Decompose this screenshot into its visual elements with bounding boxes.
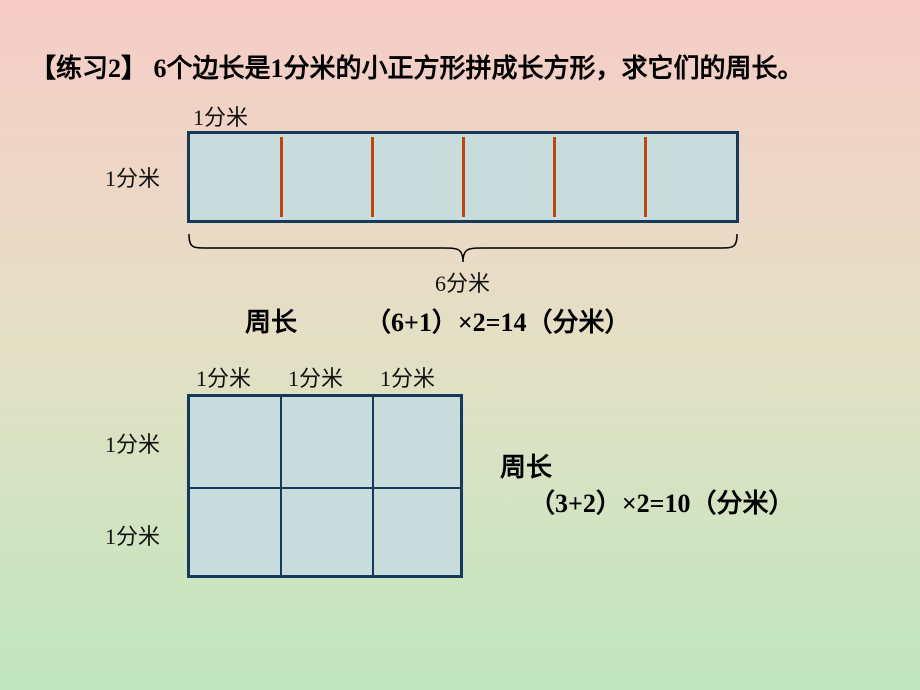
brace-icon: [187, 228, 739, 268]
rect2-top-label-2: 1分米: [380, 361, 435, 393]
rect1-left-label: 1分米: [105, 161, 160, 193]
title-text: 6个边长是1分米的小正方形拼成长方形，求它们的周长。: [147, 54, 804, 83]
rect1-divider: [644, 137, 647, 217]
rect1-formula-label: 周长: [245, 302, 297, 339]
rect1-formula-value: （6+1）×2=14（分米）: [365, 302, 630, 339]
rect2-vline: [280, 397, 282, 575]
rect1-brace-label: 6分米: [435, 266, 490, 298]
rect2-formula-value: （3+2）×2=10（分米）: [529, 483, 794, 520]
rect1-divider: [371, 137, 374, 217]
rect2-vline: [372, 397, 374, 575]
rect2-top-label-0: 1分米: [196, 361, 251, 393]
rect2-hline: [190, 487, 460, 489]
slide: 【练习2】 6个边长是1分米的小正方形拼成长方形，求它们的周长。 1分米 1分米…: [0, 0, 920, 690]
rect2-top-label-1: 1分米: [288, 361, 343, 393]
rect2-formula-label: 周长: [500, 447, 552, 484]
rectangle-6x1: [187, 131, 739, 223]
rect1-divider: [280, 137, 283, 217]
rect1-divider: [462, 137, 465, 217]
rect2-left-label-0: 1分米: [105, 427, 160, 459]
rect1-divider: [553, 137, 556, 217]
rectangle-3x2: [187, 394, 463, 578]
rect1-top-label: 1分米: [193, 100, 248, 132]
exercise-title: 【练习2】 6个边长是1分米的小正方形拼成长方形，求它们的周长。: [30, 48, 910, 85]
title-prefix: 【练习2】: [30, 54, 147, 83]
rect2-left-label-1: 1分米: [105, 519, 160, 551]
